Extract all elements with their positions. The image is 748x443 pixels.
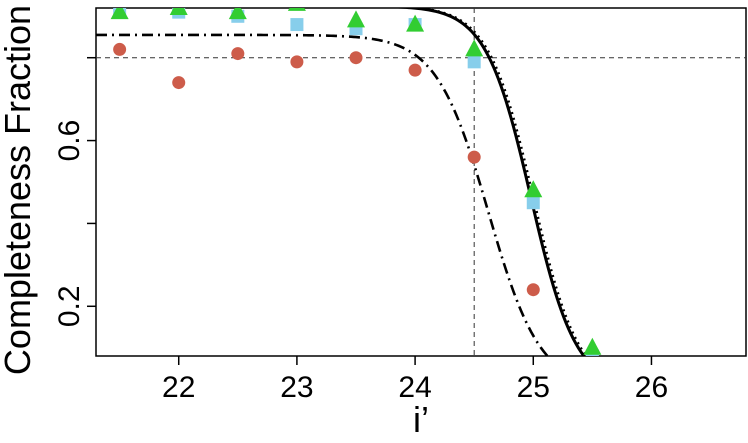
triangle-point xyxy=(524,180,543,198)
fit-curve-solid xyxy=(384,8,586,356)
triangle-point xyxy=(583,337,602,355)
circle-point xyxy=(467,150,481,164)
triangle-point xyxy=(406,14,425,32)
circle-point xyxy=(290,55,304,69)
circle-point xyxy=(408,63,422,77)
y-tick-label: 0.2 xyxy=(53,285,86,327)
triangle-point xyxy=(169,8,188,15)
y-axis: 0.2 0.6 xyxy=(53,56,96,327)
circle-point xyxy=(172,76,186,90)
triangle-point xyxy=(287,8,306,11)
triangle-point xyxy=(465,39,484,57)
square-point xyxy=(467,55,481,69)
x-tick-label: 26 xyxy=(635,371,668,404)
fit-curve-dashdot xyxy=(96,33,550,356)
x-tick-label: 25 xyxy=(517,371,550,404)
circle-point xyxy=(349,51,363,65)
data-points xyxy=(110,8,602,356)
y-tick-label: 0.6 xyxy=(53,120,86,162)
x-tick-label: 23 xyxy=(280,371,313,404)
x-tick-label: 22 xyxy=(162,371,195,404)
triangle-point xyxy=(228,8,247,20)
circle-point xyxy=(526,283,540,297)
square-point xyxy=(290,18,304,32)
triangle-point xyxy=(347,10,365,28)
fit-curves xyxy=(96,8,588,356)
triangle-point xyxy=(110,8,129,20)
square-point xyxy=(526,196,540,210)
x-tick-label: 24 xyxy=(398,371,431,404)
circle-point xyxy=(231,47,245,61)
x-axis: 22 23 24 25 26 xyxy=(162,356,668,404)
circle-point xyxy=(113,42,127,56)
fit-curve-dotted xyxy=(393,8,588,356)
y-axis-title: Completeness Fraction xyxy=(0,5,38,375)
x-axis-title: i’ xyxy=(413,399,429,440)
